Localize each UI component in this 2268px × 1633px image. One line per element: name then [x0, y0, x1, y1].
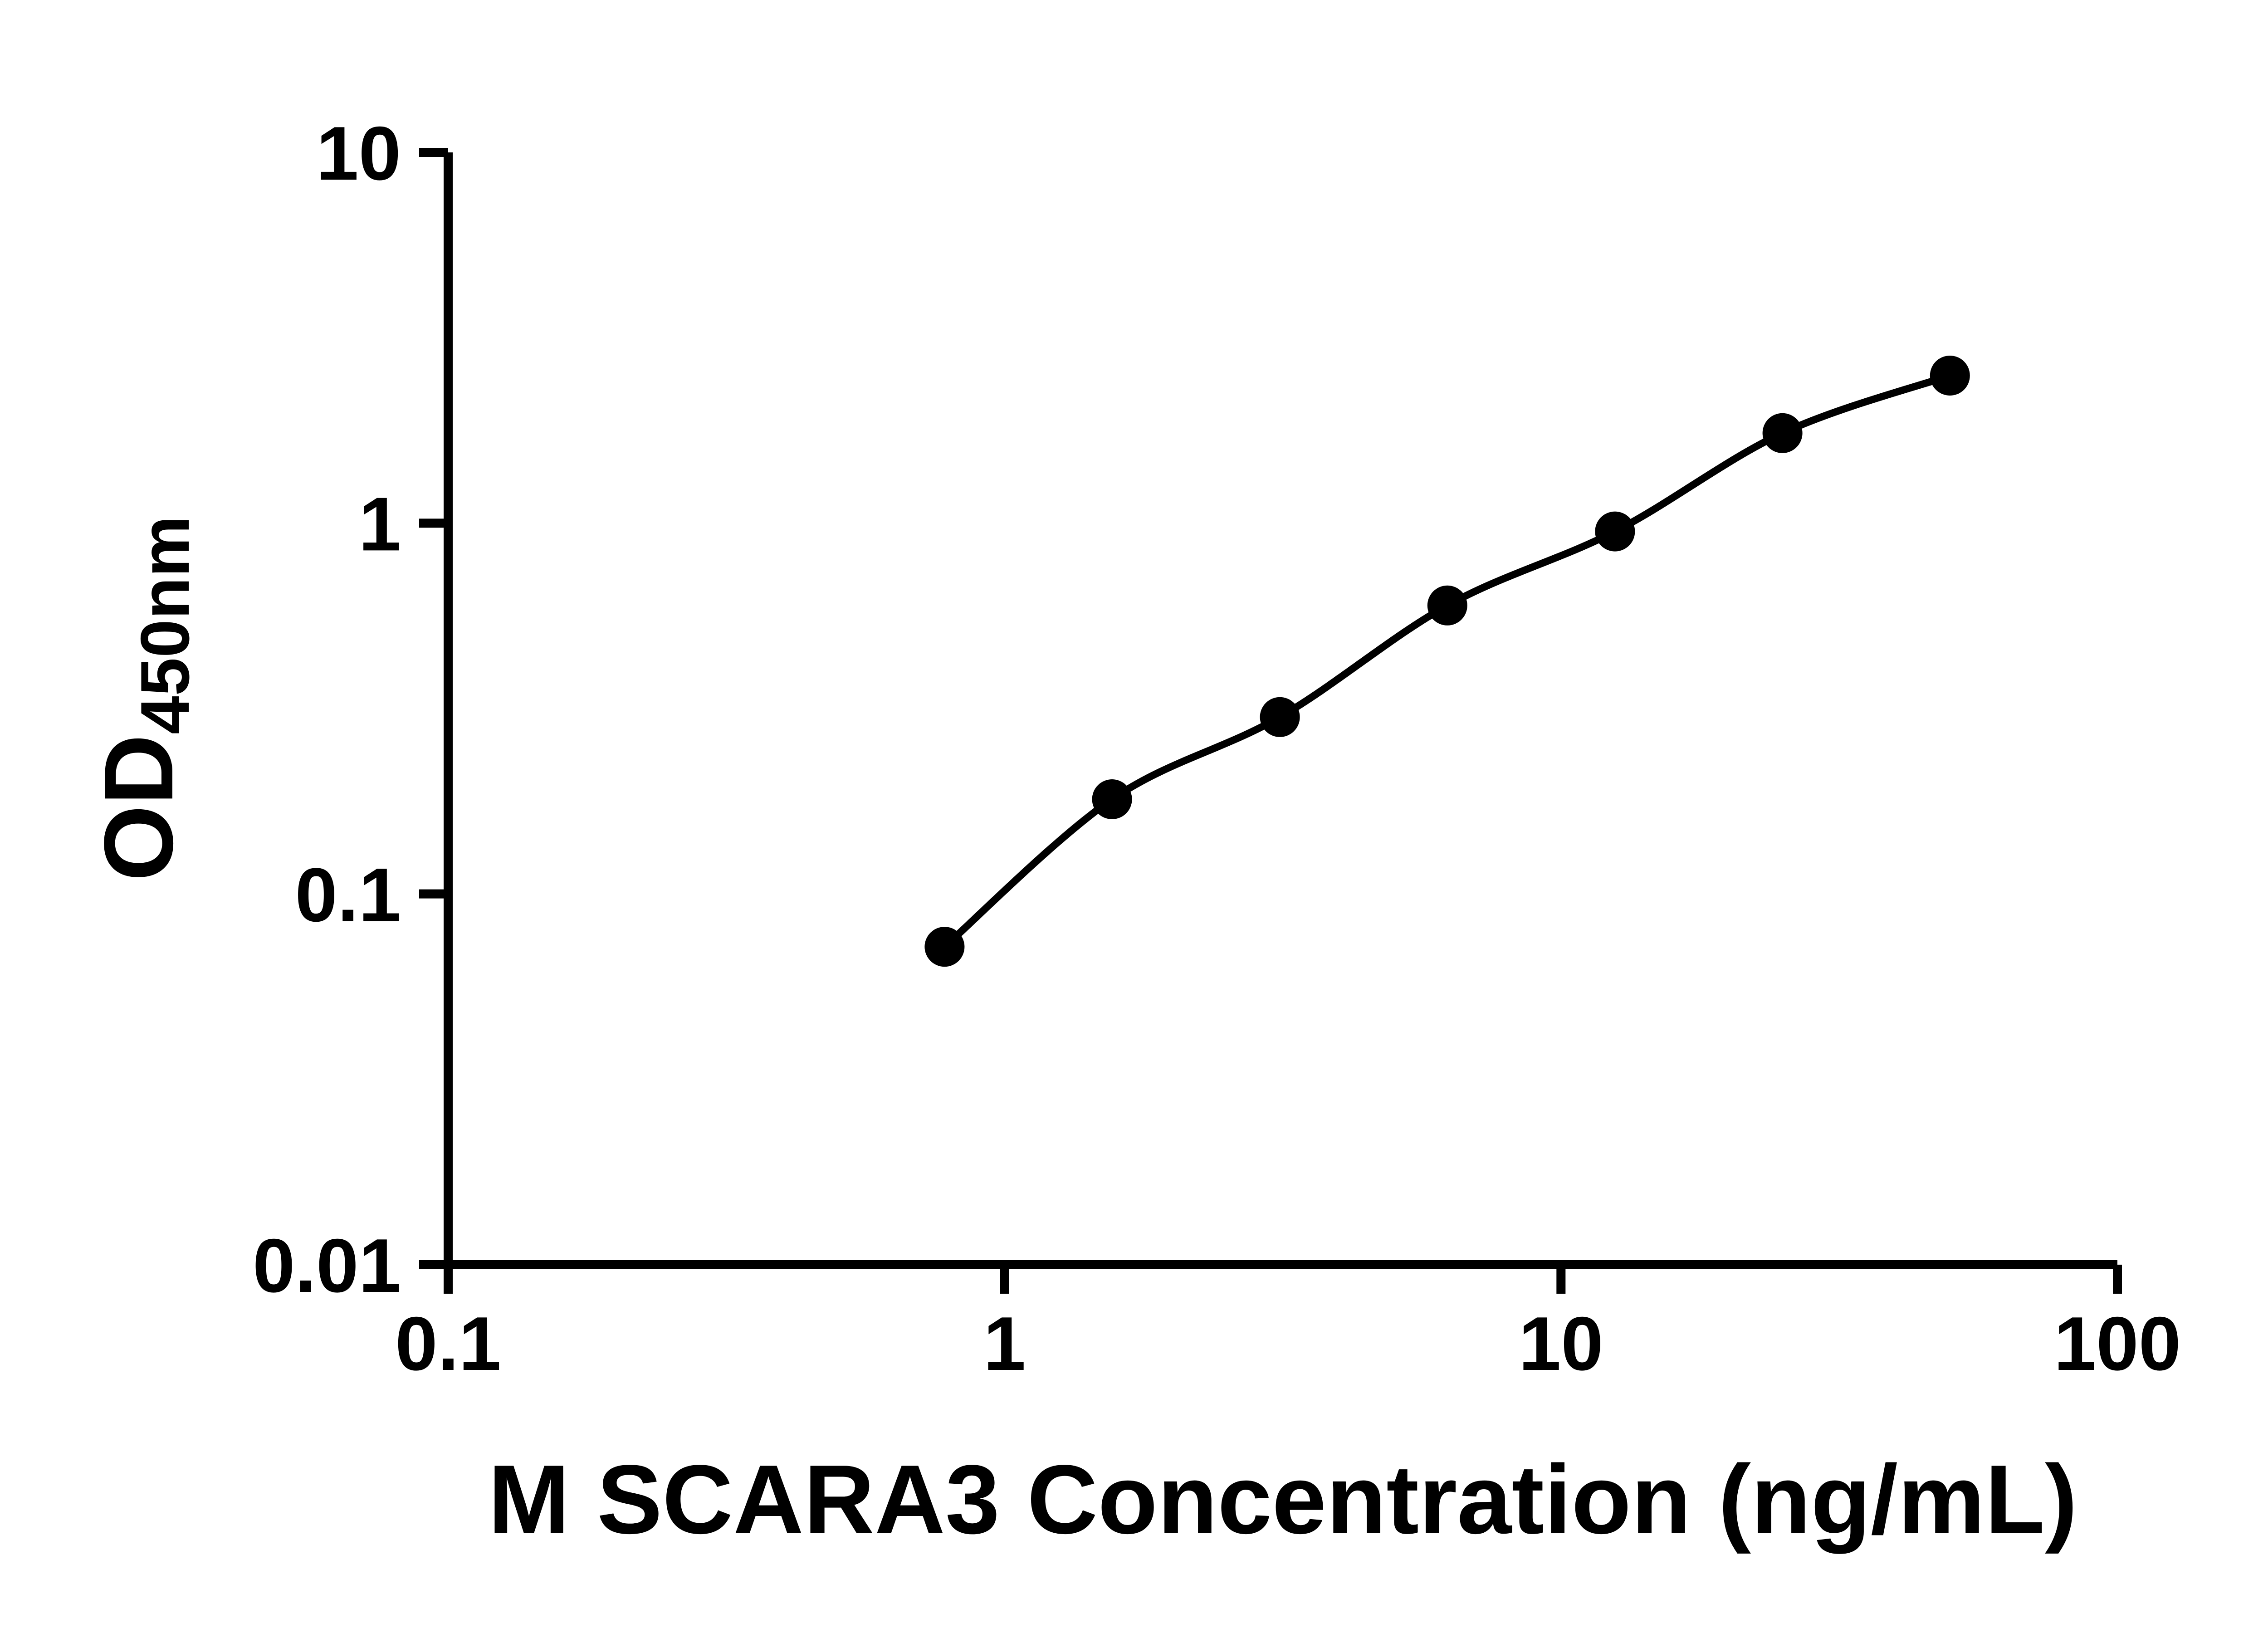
x-tick-label: 100 [2054, 1301, 2181, 1386]
x-tick-label: 10 [1519, 1301, 1603, 1386]
x-tick-label: 0.1 [395, 1301, 501, 1386]
data-point-1 [1092, 779, 1132, 819]
y-axis-title: OD450nm [83, 516, 204, 881]
data-point-0 [924, 927, 965, 967]
x-axis-title: M SCARA3 Concentration (ng/mL) [488, 1444, 2077, 1554]
data-point-6 [1930, 356, 1970, 396]
y-axis-title-main: OD [83, 734, 193, 881]
y-tick-label: 0.1 [295, 852, 401, 938]
x-tick-label: 1 [983, 1301, 1026, 1386]
data-point-5 [1762, 413, 1803, 453]
y-axis-title-sub: 450nm [127, 516, 204, 734]
data-point-3 [1427, 585, 1467, 626]
y-tick-label: 0.01 [253, 1223, 401, 1308]
y-tick-label: 10 [316, 111, 401, 196]
data-point-4 [1595, 511, 1635, 552]
y-tick-label: 1 [359, 481, 401, 567]
data-point-2 [1260, 697, 1300, 737]
fit-curve [942, 372, 1951, 950]
